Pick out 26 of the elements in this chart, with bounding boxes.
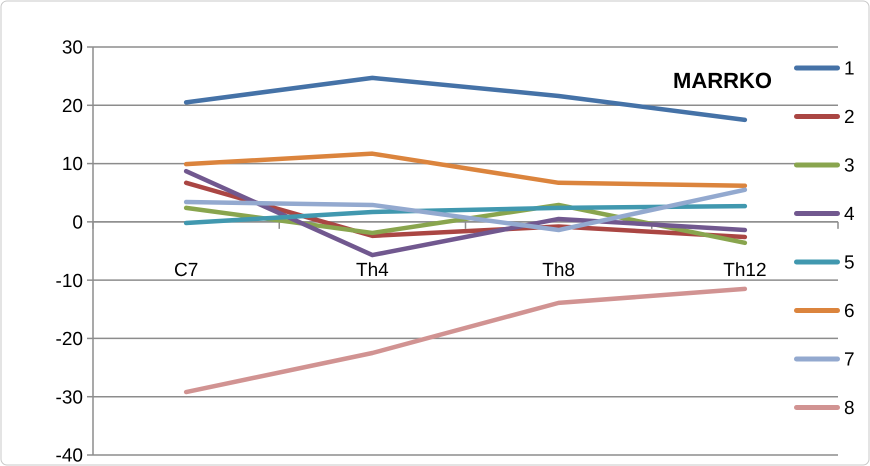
y-tick-label: 0 [72,212,83,234]
line-series [184,151,748,188]
legend-label: 8 [844,398,855,420]
legend-label: 6 [844,301,855,322]
y-tick-label: -20 [56,329,83,350]
y-tick-label: -40 [56,446,83,466]
x-tick-label: C7 [174,260,198,281]
legend-label: 3 [844,156,855,177]
line-series [184,168,748,258]
text: MARRKO [673,68,772,93]
x-tick-label: Th4 [356,260,390,281]
y-tick-label: 30 [62,38,83,59]
legend-label: 7 [844,350,855,371]
line-series [184,204,748,226]
y-tick-label: 10 [62,154,83,176]
line-series [184,286,748,394]
legend-label: 5 [844,252,855,274]
x-tick-label: Th12 [723,260,767,281]
y-tick-label: -10 [56,270,83,292]
y-tick-label: -30 [56,387,83,408]
legend-label: 1 [844,58,855,80]
y-tick-label: 20 [62,96,83,117]
legend-label: 4 [844,204,855,226]
x-tick-label: Th8 [542,260,575,281]
line-series [184,188,748,232]
legend-label: 2 [844,107,855,128]
